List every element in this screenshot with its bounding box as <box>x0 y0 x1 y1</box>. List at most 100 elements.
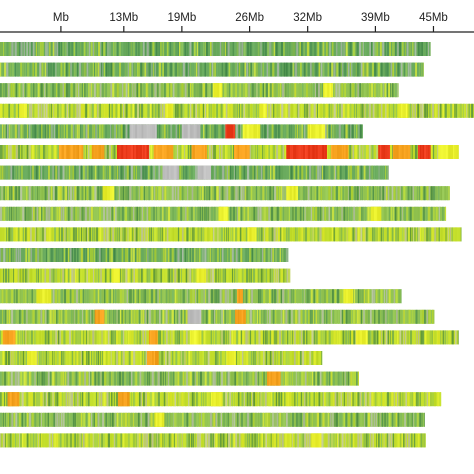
track-stripe <box>183 289 185 304</box>
track-stripe <box>308 206 310 221</box>
track-stripe <box>97 351 100 365</box>
track-stripe <box>294 83 297 98</box>
track-stripe <box>241 103 243 118</box>
track-stripe <box>108 145 111 159</box>
track-stripe <box>421 392 424 407</box>
track-stripe <box>81 103 85 118</box>
track-stripe <box>145 124 147 139</box>
track-stripe <box>253 227 256 242</box>
track-stripe <box>127 145 130 159</box>
track-stripe <box>184 392 187 407</box>
track-stripe <box>103 330 105 345</box>
track-stripe <box>118 145 122 159</box>
track-stripe <box>343 145 346 159</box>
track-stripe <box>25 248 28 262</box>
chromosome-track <box>0 145 459 159</box>
track-stripe <box>9 145 12 159</box>
track-stripe <box>400 289 402 304</box>
track-stripe <box>97 145 99 159</box>
track-stripe <box>54 186 57 201</box>
track-stripe <box>181 165 183 180</box>
track-stripe <box>136 62 139 77</box>
track-stripe <box>146 83 148 98</box>
track-stripe <box>277 289 279 304</box>
track-stripe <box>322 392 323 407</box>
track-stripe <box>192 145 195 159</box>
track-stripe <box>333 165 335 180</box>
track-stripe <box>76 42 77 56</box>
track-stripe <box>366 62 369 77</box>
track-stripe <box>368 145 371 159</box>
track-stripe <box>165 62 168 77</box>
track-stripe <box>374 165 375 180</box>
track-stripe <box>260 42 262 56</box>
track-stripe <box>88 433 90 448</box>
track-stripe <box>364 206 367 221</box>
track-stripe <box>99 289 102 304</box>
track-stripe <box>5 351 8 365</box>
track-stripe <box>169 227 172 242</box>
track-stripe <box>146 433 149 448</box>
track-stripe <box>359 392 362 407</box>
track-stripe <box>211 165 213 180</box>
track-stripe <box>201 330 203 345</box>
track-stripe <box>146 186 148 201</box>
track-stripe <box>333 186 336 201</box>
track-stripe <box>265 268 268 283</box>
track-stripe <box>78 412 81 427</box>
track-stripe <box>31 145 34 159</box>
track-stripe <box>75 289 79 304</box>
track-stripe <box>228 392 229 407</box>
track-stripe <box>187 42 189 56</box>
track-stripe <box>328 330 331 345</box>
track-stripe <box>90 371 91 386</box>
track-stripe <box>81 186 84 201</box>
track-stripe <box>275 309 277 324</box>
track-stripe <box>249 145 251 159</box>
track-stripe <box>197 206 200 221</box>
track-stripe <box>316 83 318 98</box>
track-stripe <box>21 289 23 304</box>
track-stripe <box>285 412 288 427</box>
track-stripe <box>261 309 263 324</box>
track-stripe <box>402 62 404 77</box>
track-stripe <box>49 289 52 304</box>
track-stripe <box>278 83 280 98</box>
track-stripe <box>210 206 214 221</box>
track-stripe <box>136 206 139 221</box>
track-stripe <box>401 392 403 407</box>
track-stripe <box>14 392 18 407</box>
track-stripe <box>12 83 15 98</box>
track-stripe <box>107 227 109 242</box>
track-stripe <box>51 433 54 448</box>
track-stripe <box>359 124 362 139</box>
track-stripe <box>165 103 167 118</box>
track-stripe <box>239 268 242 283</box>
track-stripe <box>271 227 274 242</box>
track-stripe <box>306 124 308 139</box>
track-stripe <box>244 309 246 324</box>
track-stripe <box>135 371 138 386</box>
track-stripe <box>99 351 101 365</box>
track-stripe <box>9 206 11 221</box>
track-stripe <box>43 165 44 180</box>
track-stripe <box>364 42 367 56</box>
track-stripe <box>176 165 178 180</box>
track-stripe <box>168 145 171 159</box>
track-stripe <box>168 124 170 139</box>
track-stripe <box>202 103 204 118</box>
track-stripe <box>320 62 323 77</box>
track-stripe <box>375 227 377 242</box>
track-stripe <box>233 145 236 159</box>
track-stripe <box>53 330 55 345</box>
track-stripe <box>93 124 95 139</box>
track-stripe <box>237 62 238 77</box>
track-stripe <box>390 206 393 221</box>
track-stripe <box>148 165 150 180</box>
track-stripe <box>311 186 314 201</box>
track-stripe <box>9 433 11 448</box>
track-stripe <box>20 248 21 262</box>
track-stripe <box>169 309 171 324</box>
track-stripe <box>211 42 213 56</box>
track-stripe <box>63 248 66 262</box>
